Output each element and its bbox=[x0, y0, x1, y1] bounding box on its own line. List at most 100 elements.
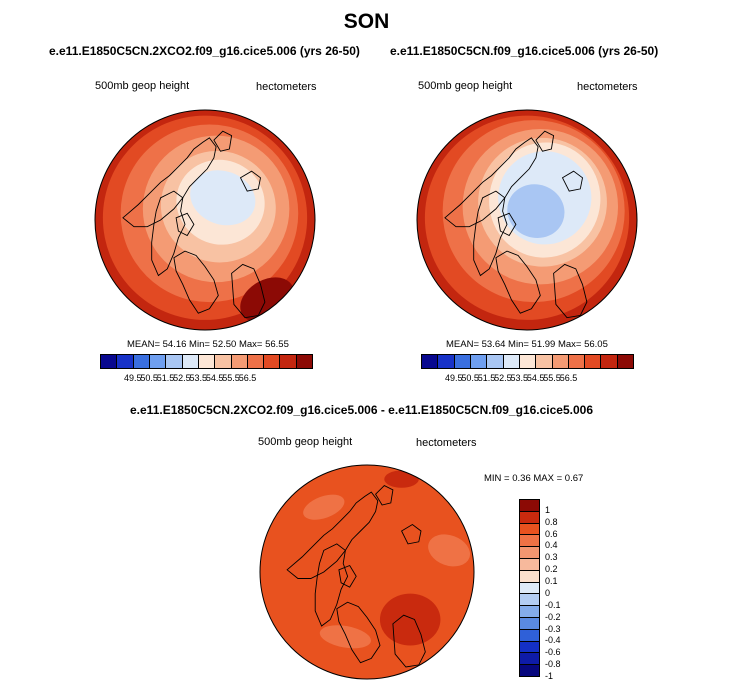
panel-2-title: e.e11.E1850C5CN.f09_g16.cice5.006 (yrs 2… bbox=[390, 44, 659, 58]
diff-panel-polar-map bbox=[259, 464, 475, 680]
colorbar-tick-label: 54.5 bbox=[205, 373, 224, 383]
colorbar-swatch bbox=[280, 355, 297, 368]
colorbar-swatch bbox=[454, 355, 471, 368]
colorbar-swatch bbox=[198, 355, 216, 368]
colorbar-tick-label: 0.2 bbox=[545, 564, 558, 575]
colorbar-swatch bbox=[520, 558, 539, 571]
diff-panel-colorbar-labels: 1 0.8 0.6 0.4 0.3 0.2 0.1 0 -0.1 -0.2 -0.3 -0.4 -0.6… bbox=[545, 499, 585, 681]
colorbar-swatch bbox=[520, 511, 539, 524]
diff-panel-variable-label: 500mb geop height bbox=[258, 436, 353, 448]
map-border bbox=[416, 109, 638, 331]
colorbar-tick-label: 0.4 bbox=[545, 540, 558, 551]
colorbar-swatch bbox=[520, 535, 539, 548]
colorbar-tick-label: 54.5 bbox=[526, 373, 545, 383]
diff-panel-units-label: hectometers bbox=[416, 437, 477, 449]
colorbar-swatch bbox=[552, 355, 569, 368]
panel-1-stats: MEAN= 54.16 Min= 52.50 Max= 56.55 bbox=[127, 339, 289, 350]
map-contour-fill bbox=[95, 110, 315, 330]
colorbar-tick-label: 53.5 bbox=[510, 373, 529, 383]
colorbar-tick-label: -1 bbox=[545, 671, 554, 681]
colorbar-tick-label: 50.5 bbox=[461, 373, 479, 383]
coastline bbox=[286, 491, 379, 579]
colorbar-swatch bbox=[470, 355, 488, 368]
coastline bbox=[336, 601, 381, 664]
colorbar-swatch bbox=[520, 500, 539, 512]
colorbar-tick-label: 0.8 bbox=[545, 516, 558, 527]
panel-2-units-label: hectometers bbox=[577, 81, 638, 93]
map-contour-fill bbox=[417, 110, 637, 330]
panel-2-variable-label: 500mb geop height bbox=[418, 80, 513, 92]
map-contour-fill bbox=[260, 465, 474, 679]
colorbar-tick-label: 51.5 bbox=[156, 373, 175, 383]
colorbar-swatch bbox=[520, 617, 539, 630]
colorbar-swatch bbox=[166, 355, 183, 368]
diff-panel-colorbar bbox=[519, 499, 540, 677]
contour-band bbox=[190, 170, 256, 226]
coastline bbox=[151, 190, 186, 277]
colorbar-tick-label: -0.1 bbox=[545, 599, 561, 610]
diff-panel-title: e.e11.E1850C5CN.2XCO2.f09_g16.cice5.006 … bbox=[130, 403, 593, 417]
colorbar-swatch bbox=[601, 355, 618, 368]
contour-band bbox=[319, 625, 371, 649]
contour-band bbox=[507, 184, 565, 239]
colorbar-tick-label: 56.5 bbox=[559, 373, 578, 383]
contour-band bbox=[384, 470, 419, 488]
panel-1-polar-map bbox=[94, 109, 316, 331]
colorbar-swatch bbox=[438, 355, 455, 368]
colorbar-swatch bbox=[585, 355, 602, 368]
coastline bbox=[213, 130, 233, 152]
colorbar-tick-label: -0.8 bbox=[545, 659, 561, 670]
coastline bbox=[561, 170, 583, 192]
colorbar-swatch bbox=[133, 355, 150, 368]
coastline bbox=[173, 250, 219, 314]
colorbar-swatch bbox=[487, 355, 504, 368]
panel-1-units-label: hectometers bbox=[256, 81, 317, 93]
panel-1-title: e.e11.E1850C5CN.2XCO2.f09_g16.cice5.006 … bbox=[49, 44, 360, 58]
coastline bbox=[314, 543, 349, 627]
colorbar-swatch bbox=[568, 355, 586, 368]
colorbar-tick-label: -0.4 bbox=[545, 635, 561, 646]
coastline bbox=[375, 485, 394, 506]
colorbar-swatch bbox=[617, 355, 634, 368]
colorbar-swatch bbox=[520, 665, 539, 676]
coastline bbox=[175, 212, 195, 237]
coastline bbox=[535, 130, 555, 152]
map-border bbox=[94, 109, 316, 331]
panel-2-stats: MEAN= 53.64 Min= 51.99 Max= 56.05 bbox=[446, 339, 608, 350]
colorbar-swatch bbox=[231, 355, 248, 368]
colorbar-tick-label: 56.5 bbox=[238, 373, 257, 383]
colorbar-swatch bbox=[520, 629, 539, 642]
colorbar-swatch bbox=[520, 653, 539, 666]
colorbar-tick-label: 50.5 bbox=[140, 373, 158, 383]
diff-panel-stats: MIN = 0.36 MAX = 0.67 bbox=[484, 473, 584, 484]
contour-band bbox=[379, 593, 441, 646]
coastline bbox=[122, 137, 217, 228]
coastline bbox=[392, 614, 426, 668]
coastline bbox=[495, 250, 541, 314]
coastline-outlines bbox=[122, 130, 266, 319]
colorbar-swatch bbox=[519, 355, 537, 368]
contour-band bbox=[303, 494, 345, 520]
coastline bbox=[239, 170, 261, 192]
colorbar-swatch bbox=[536, 355, 553, 368]
colorbar-swatch bbox=[149, 355, 167, 368]
colorbar-swatch bbox=[117, 355, 134, 368]
colorbar-swatch bbox=[520, 547, 539, 559]
colorbar-tick-label: 0.3 bbox=[545, 552, 558, 563]
map-border bbox=[259, 464, 475, 680]
panel-1-variable-label: 500mb geop height bbox=[95, 80, 190, 92]
colorbar-swatch bbox=[520, 582, 539, 595]
coastline bbox=[338, 564, 357, 588]
colorbar-tick-label: 52.5 bbox=[494, 373, 512, 383]
coastline-outlines bbox=[286, 485, 426, 668]
coastline bbox=[497, 212, 517, 237]
panel-2-colorbar-labels: 49.5 50.5 51.5 52.5 53.5 54.5 55.5 56.5 bbox=[421, 373, 634, 385]
coastline-outlines bbox=[444, 130, 588, 319]
figure-title: SON bbox=[343, 10, 390, 33]
coastline bbox=[473, 190, 508, 277]
coastline bbox=[553, 263, 588, 319]
contour-band bbox=[428, 534, 471, 567]
colorbar-tick-label: 49.5 bbox=[445, 373, 463, 383]
colorbar-swatch bbox=[520, 523, 539, 536]
colorbar-tick-label: 1 bbox=[545, 504, 551, 515]
